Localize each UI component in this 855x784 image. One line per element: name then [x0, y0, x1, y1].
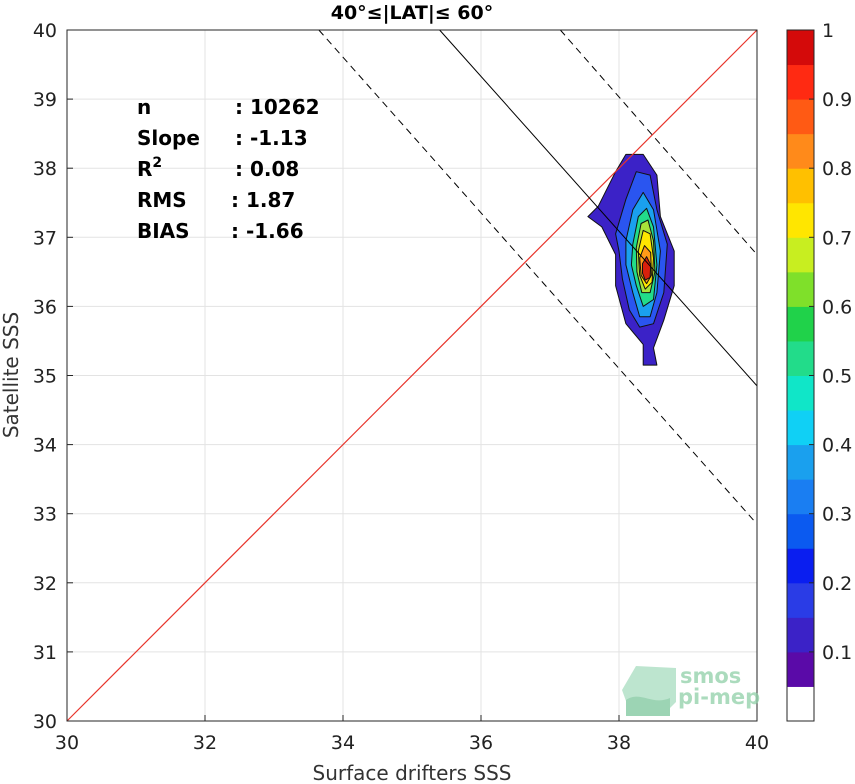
colorbar-swatch — [787, 617, 814, 653]
y-tick-label: 30 — [33, 711, 57, 733]
y-tick-label: 34 — [33, 435, 57, 457]
y-tick-label: 35 — [33, 366, 57, 388]
x-axis-ticks: 30 32 34 36 38 40 — [55, 715, 769, 754]
stat-label: n — [137, 95, 151, 119]
colorbar-swatch — [787, 30, 814, 66]
colorbar-swatch — [787, 375, 814, 411]
colorbar-swatch — [787, 64, 814, 100]
y-tick-label: 39 — [33, 89, 57, 111]
colorbar-swatch — [787, 479, 814, 515]
y-tick-label: 37 — [33, 227, 57, 249]
y-tick-label: 36 — [33, 296, 57, 318]
colorbar-tick-label: 0.1 — [822, 642, 852, 664]
reference-lines — [66, 29, 758, 722]
x-tick-label: 34 — [331, 732, 355, 754]
contour-level — [642, 256, 652, 281]
x-tick-label: 38 — [607, 732, 631, 754]
colorbar-tick-label: 0.9 — [822, 89, 852, 111]
colorbar-swatch — [787, 306, 814, 342]
stat-label: BIAS — [137, 219, 190, 243]
y-tick-label: 33 — [33, 504, 57, 526]
fit-line — [439, 29, 758, 387]
colorbar-tick-label: 1 — [822, 20, 834, 42]
logo-wave-icon-2 — [626, 696, 670, 716]
colorbar-swatch — [787, 133, 814, 169]
y-axis-label: Satellite SSS — [0, 312, 23, 438]
stat-value: : 10262 — [235, 95, 320, 119]
colorbar-swatch — [787, 548, 814, 584]
x-tick-label: 32 — [193, 732, 217, 754]
colorbar-tick-label: 0.6 — [822, 296, 852, 318]
stat-value: : 0.08 — [235, 157, 299, 181]
logo-text-pimep: pi-mep — [678, 685, 760, 709]
fit-bound-line — [559, 29, 758, 255]
chart-title: 40°≤|LAT|≤ 60° — [331, 2, 494, 24]
colorbar-tick-label: 0.5 — [822, 366, 852, 388]
identity-line — [66, 29, 758, 722]
colorbar-swatch — [787, 99, 814, 135]
grid — [66, 29, 758, 722]
colorbar-swatch — [787, 444, 814, 480]
colorbar-tick-label: 0.8 — [822, 158, 852, 180]
colorbar-swatch — [787, 513, 814, 549]
colorbar-swatch — [787, 237, 814, 273]
colorbar-tick-label: 0.7 — [822, 227, 852, 249]
y-axis-ticks: 30 31 32 33 34 35 36 37 38 39 40 — [33, 20, 73, 733]
logo-text-smos: smos — [680, 664, 741, 688]
fit-bound-line — [318, 29, 758, 525]
stat-label: RMS — [137, 188, 187, 212]
colorbar-swatch — [787, 651, 814, 687]
y-tick-label: 38 — [33, 158, 57, 180]
x-tick-label: 30 — [55, 732, 79, 754]
x-tick-label: 36 — [469, 732, 493, 754]
stat-label: Slope — [137, 126, 200, 150]
density-contours — [587, 153, 675, 366]
colorbar-tick-label: 0.3 — [822, 504, 852, 526]
colorbar: 0.1 0.2 0.3 0.4 0.5 0.6 0.7 0.8 0.9 1 — [786, 20, 852, 722]
colorbar-swatch — [787, 271, 814, 307]
colorbar-tick-label: 0.2 — [822, 573, 852, 595]
y-tick-label: 31 — [33, 642, 57, 664]
stat-value: : -1.66 — [231, 219, 304, 243]
colorbar-tick-label: 0.4 — [822, 435, 852, 457]
stat-value: : 1.87 — [231, 188, 295, 212]
colorbar-swatch — [787, 582, 814, 618]
colorbar-swatch — [787, 340, 814, 376]
colorbar-swatch — [787, 202, 814, 238]
x-tick-label: 40 — [745, 732, 769, 754]
colorbar-swatch — [787, 410, 814, 446]
y-tick-label: 40 — [33, 20, 57, 42]
smos-pimep-logo: smos pi-mep — [622, 664, 760, 716]
y-tick-label: 32 — [33, 573, 57, 595]
colorbar-swatch — [787, 168, 814, 204]
x-axis-label: Surface drifters SSS — [313, 761, 512, 784]
stat-value: : -1.13 — [235, 126, 308, 150]
colorbar-swatch — [787, 686, 814, 722]
